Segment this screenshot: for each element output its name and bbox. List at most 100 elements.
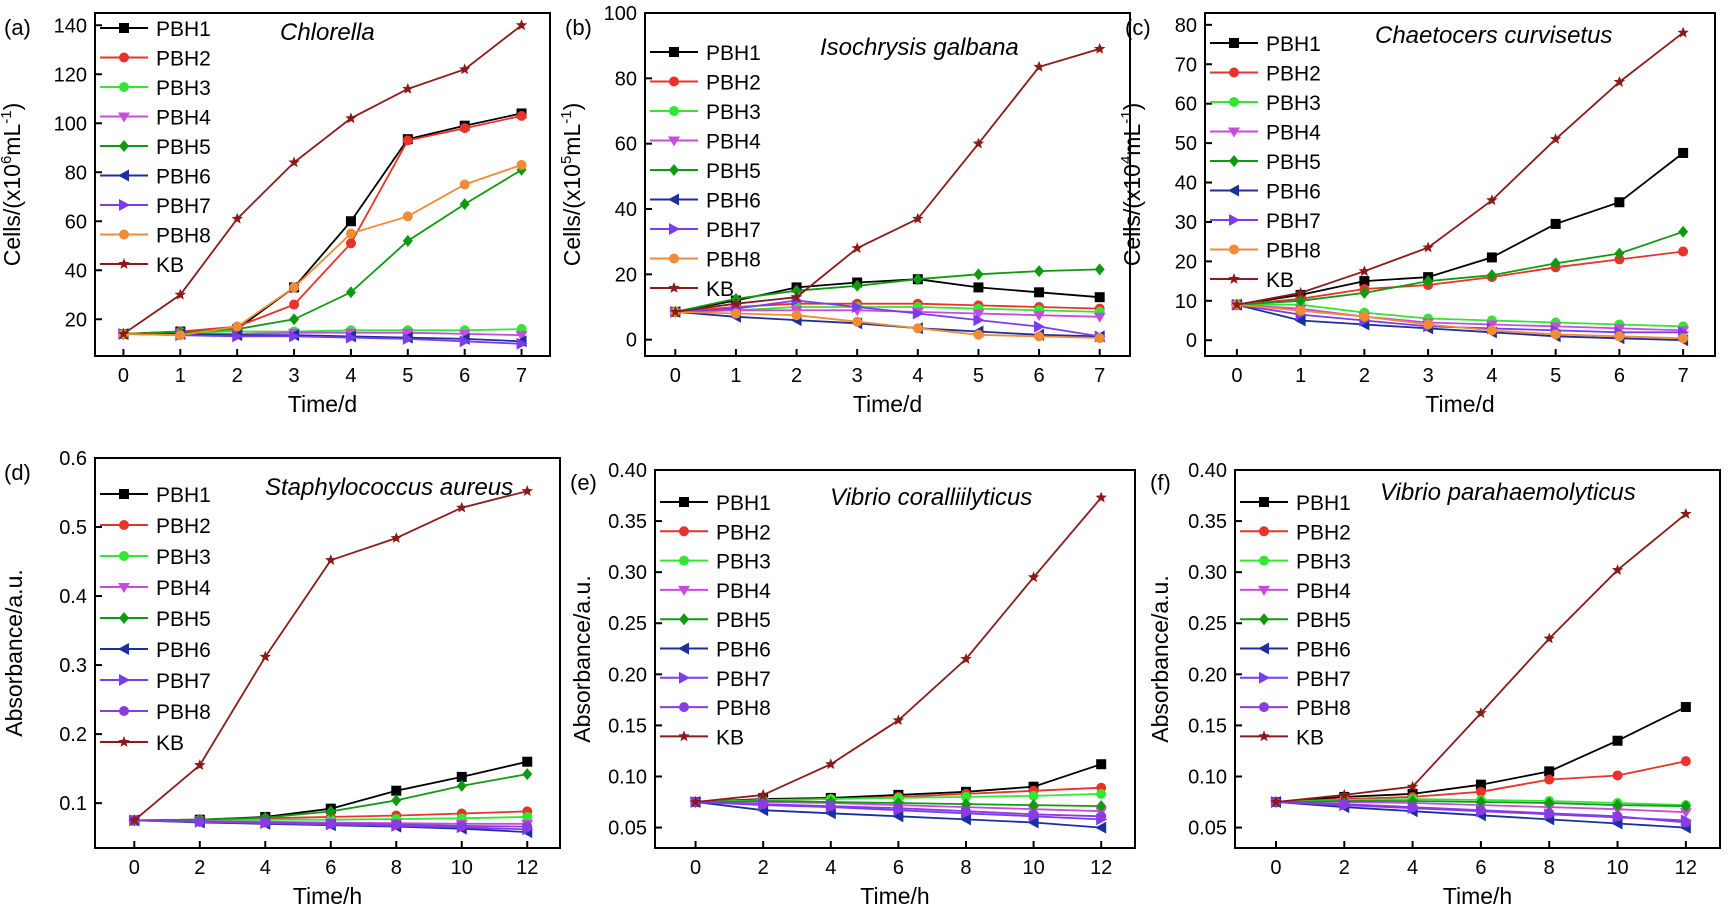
chart-panel-c: 0 1 2 3 4 5 6 701020304050607080Time/dCells/(x1… <box>1118 12 1716 417</box>
legend-entry: PBH5 <box>156 608 211 631</box>
species-annotation: Isochrysis galbana <box>820 34 1019 61</box>
y-tick-label: 0.15 <box>608 715 647 737</box>
legend-entry: PBH4 <box>156 577 211 600</box>
x-tick-label: 6 <box>893 857 904 879</box>
legend-marker <box>1229 214 1240 226</box>
legend-marker <box>119 23 129 33</box>
data-point <box>522 811 533 822</box>
x-tick-label: 0 <box>118 365 129 387</box>
legend-marker <box>1259 555 1269 566</box>
y-tick-label: 40 <box>65 260 87 282</box>
data-point <box>852 316 863 327</box>
x-tick-label: 5 <box>973 365 984 387</box>
data-point <box>325 554 337 566</box>
x-tick-label: 10 <box>1606 857 1628 879</box>
data-point <box>128 814 140 826</box>
data-point <box>1359 286 1370 299</box>
data-point <box>791 284 802 297</box>
legend-entry: PBH2 <box>1266 63 1321 86</box>
data-point <box>1678 147 1689 158</box>
y-tick-label: 20 <box>65 309 87 331</box>
data-point <box>1680 817 1691 828</box>
data-point <box>1680 800 1691 813</box>
y-tick-label: 0.2 <box>59 724 87 746</box>
legend-marker <box>1228 127 1240 138</box>
y-axis-label: Absorbance/a.u. <box>569 575 595 743</box>
data-point <box>825 801 836 812</box>
legend-marker <box>678 730 690 742</box>
y-axis-label-unit-exp: -1 <box>558 110 575 123</box>
x-tick-label: 8 <box>1544 857 1555 879</box>
legend: PBH1 PBH2 PBH3 PBH4 PBH5 PBH6 PBH7 PBH8 KB <box>100 18 211 277</box>
legend: PBH1 PBH2 PBH3 PBH4 PBH5 PBH6 PBH7 PBH8 KB <box>1240 492 1351 749</box>
data-point <box>973 268 984 281</box>
data-point <box>516 110 527 121</box>
x-tick-label: 2 <box>232 365 243 387</box>
data-point <box>1423 275 1434 288</box>
legend-entry: PBH2 <box>1296 521 1351 544</box>
legend-marker <box>119 140 129 152</box>
x-axis-label: Time/h <box>1443 883 1512 907</box>
legend-marker <box>1229 97 1239 107</box>
x-tick-label: 5 <box>402 365 413 387</box>
x-tick-label: 3 <box>852 365 863 387</box>
data-point <box>1270 796 1282 807</box>
legend-entry: PBH1 <box>1296 492 1351 515</box>
x-tick-label: 12 <box>1675 857 1697 879</box>
series-line-kb <box>122 24 523 335</box>
x-tick-label: 2 <box>1339 857 1350 879</box>
y-tick-label: 0.35 <box>1188 511 1227 533</box>
series-line-pbh1 <box>1236 152 1684 306</box>
data-point <box>758 799 769 810</box>
data-point <box>1339 799 1350 810</box>
legend-entry: PBH2 <box>156 515 211 538</box>
data-point <box>521 485 533 496</box>
legend-marker <box>119 674 130 686</box>
data-point <box>1544 774 1555 785</box>
data-point <box>973 314 985 327</box>
data-point <box>1475 779 1486 790</box>
legend-entry: PBH6 <box>156 639 211 662</box>
data-point <box>689 796 702 807</box>
data-point <box>515 331 528 342</box>
plot-frame <box>1204 12 1716 357</box>
y-axis-label-exp: 5 <box>558 156 575 164</box>
data-point <box>522 768 533 781</box>
series-line-pbh5 <box>1236 230 1684 306</box>
data-point <box>757 788 769 800</box>
data-point <box>402 332 414 345</box>
data-point <box>1612 811 1623 822</box>
legend-marker <box>119 489 129 499</box>
legend-entry: KB <box>156 732 184 755</box>
x-axis-label: Time/d <box>288 391 357 417</box>
y-axis-label-exp: 4 <box>1118 156 1135 164</box>
data-point <box>1407 802 1418 813</box>
y-tick-label: 20 <box>1175 251 1197 273</box>
series-kb <box>1270 507 1692 807</box>
y-axis-label-base: Cells/(x10 <box>1119 164 1145 266</box>
y-axis-label-unit-exp: -1 <box>0 110 15 123</box>
legend-entry: KB <box>706 278 734 301</box>
plot-frame <box>1234 469 1721 849</box>
legend-marker <box>669 76 679 87</box>
data-point <box>973 329 984 340</box>
series-line-pbh5 <box>123 169 523 335</box>
panel-label: (e) <box>570 470 597 495</box>
data-point <box>1678 246 1689 257</box>
x-tick-label: 4 <box>345 365 356 387</box>
legend-entry: KB <box>1266 269 1294 292</box>
data-point <box>1550 329 1561 340</box>
data-point <box>174 288 187 300</box>
y-axis-label: Absorbance/a.u. <box>1147 575 1173 743</box>
y-axis-label-close: ) <box>559 103 585 111</box>
x-tick-label: 2 <box>758 857 769 879</box>
legend: PBH1 PBH2 PBH3 PBH4 PBH5 PBH6 PBH7 PBH8 KB <box>650 42 761 301</box>
data-point <box>1028 809 1039 820</box>
x-tick-label: 2 <box>791 365 802 387</box>
data-point <box>1034 287 1045 298</box>
legend-entry: PBH1 <box>706 42 761 65</box>
data-point <box>391 794 402 807</box>
chart-panel-e: 0 2 4 6 8 10 12 0.05 0.10 0.15 0.20 0.25 0.30 0.35 0.4… <box>569 460 1136 907</box>
data-point <box>522 756 533 767</box>
legend-marker <box>1229 244 1239 255</box>
